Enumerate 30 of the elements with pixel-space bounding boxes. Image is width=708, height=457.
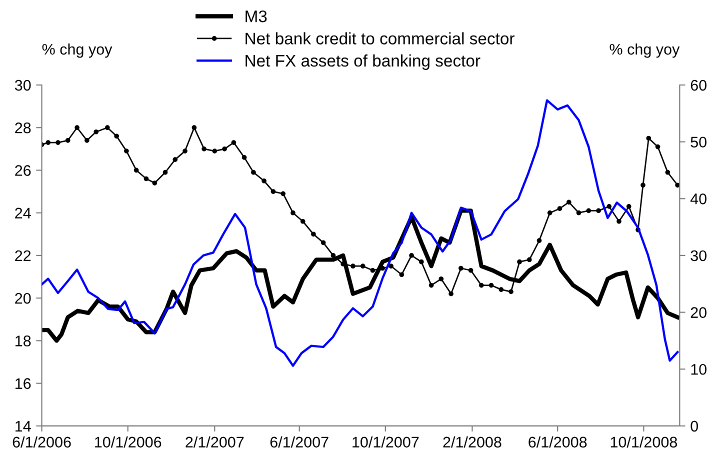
x-tick-label: 10/1/2007	[352, 436, 419, 448]
y-tick-label: 20	[15, 292, 31, 304]
y-tick-label: 18	[16, 336, 31, 346]
legend-label: Net bank credit to commercial sector	[246, 32, 514, 44]
y-tick-label: 14	[16, 420, 31, 432]
y2-axis-title: % chg yoy	[610, 43, 680, 58]
y2-tick-label: 60	[690, 80, 706, 91]
y2-tick-label: 30	[690, 250, 706, 262]
x-tick-label: 6/1/2008	[528, 436, 587, 448]
x-tick-label: 10/1/2008	[610, 436, 678, 448]
y2-tick-label: 20	[690, 307, 706, 318]
legend-label: M3	[246, 10, 267, 22]
line-series	[42, 99, 679, 367]
x-tick-label: 2/1/2008	[443, 436, 502, 448]
x-tick-label: 2/1/2007	[186, 436, 244, 448]
y-tick-label: 26	[15, 165, 31, 176]
y-tick-label: 30	[14, 80, 31, 91]
y2-tick-label: 50	[690, 136, 706, 148]
y-tick-label: 22	[15, 250, 31, 261]
y-tick-label: 24	[15, 208, 31, 218]
x-tick-label: 6/1/2007	[270, 436, 328, 448]
legend-label: Net FX assets of banking sector	[246, 54, 480, 70]
y2-tick-label: 40	[690, 194, 706, 204]
x-tick-label: 10/1/2006	[95, 436, 162, 448]
y2-tick-label: 0	[690, 420, 698, 432]
y-tick-label: 16	[16, 378, 31, 389]
y-tick-label: 28	[15, 122, 31, 134]
y2-tick-label: 10	[691, 364, 706, 375]
x-tick-label: 6/1/2006	[12, 436, 71, 448]
y-axis-title: % chg yoy	[42, 43, 112, 58]
